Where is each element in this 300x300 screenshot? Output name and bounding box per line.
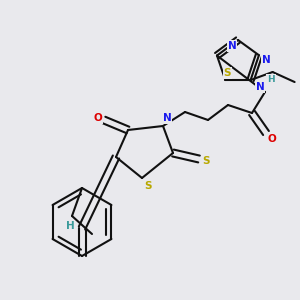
Text: H: H bbox=[267, 74, 275, 83]
Text: O: O bbox=[94, 113, 102, 123]
Text: N: N bbox=[163, 113, 171, 123]
Text: S: S bbox=[224, 68, 231, 78]
Text: S: S bbox=[202, 156, 210, 166]
Text: N: N bbox=[256, 82, 264, 92]
Text: N: N bbox=[262, 55, 270, 65]
Text: O: O bbox=[268, 134, 276, 144]
Text: H: H bbox=[66, 221, 74, 231]
Text: N: N bbox=[228, 41, 236, 51]
Text: S: S bbox=[144, 181, 152, 191]
